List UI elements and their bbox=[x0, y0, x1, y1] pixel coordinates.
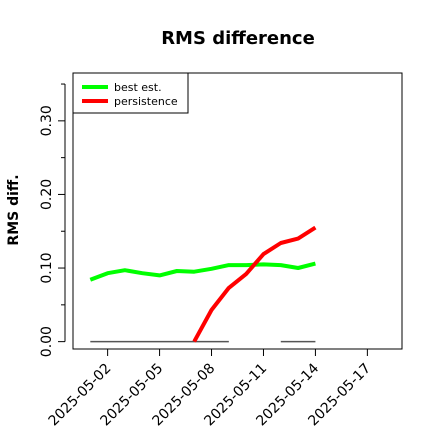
y-tick-label: 0.10 bbox=[39, 252, 55, 283]
plot-frame bbox=[72, 72, 403, 350]
legend-box bbox=[72, 72, 189, 114]
series-layer bbox=[89, 225, 317, 343]
legend: best est. persistence bbox=[72, 72, 189, 114]
series-line-persistence bbox=[192, 225, 317, 343]
chart-title: RMS difference bbox=[161, 28, 315, 49]
legend-label-persistence: persistence bbox=[114, 95, 178, 108]
legend-label-best-est: best est. bbox=[114, 81, 162, 94]
x-axis: 2025-05-022025-05-052025-05-082025-05-11… bbox=[46, 349, 374, 429]
y-axis-label: RMS diff. bbox=[6, 174, 22, 245]
y-axis: 0.00 0.10 0.20 0.30 bbox=[39, 83, 66, 357]
y-tick-label: 0.30 bbox=[39, 105, 55, 136]
y-tick-label: 0.20 bbox=[39, 179, 55, 210]
y-tick-label: 0.00 bbox=[39, 326, 55, 357]
series-line-best-est bbox=[89, 261, 316, 282]
